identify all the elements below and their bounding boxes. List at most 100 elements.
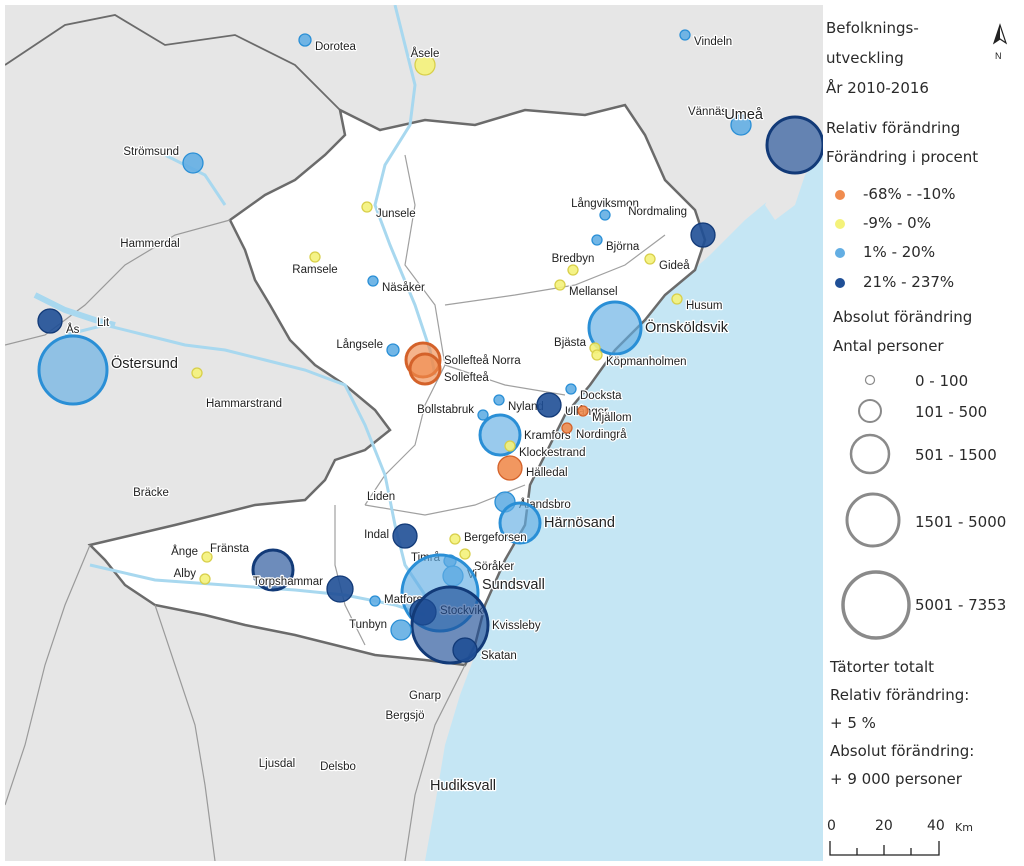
place-label-3: Strömsund <box>123 146 179 158</box>
place-label-8: Hammerdal <box>120 238 179 250</box>
place-label-0: Dorotea <box>315 41 357 53</box>
place-label-7: Långviksmon <box>571 198 639 210</box>
legend-class-label-2: -9% - 0% <box>863 214 931 232</box>
place-marker-6[interactable] <box>361 201 373 213</box>
county-border-north <box>4 14 341 111</box>
place-marker-53[interactable] <box>390 619 412 641</box>
place-label-48: Torpshammar <box>253 576 323 588</box>
map-legend: Befolknings- utveckling År 2010-2016 N R… <box>823 5 1019 861</box>
size-class-4-icon <box>845 492 901 548</box>
place-label-4: Vännäs <box>688 106 727 118</box>
place-marker-14[interactable] <box>567 264 579 276</box>
totals-relative-label: Relativ förändring: <box>830 686 970 704</box>
place-marker-7[interactable] <box>599 209 611 221</box>
size-class-2-label: 101 - 500 <box>915 403 988 421</box>
place-marker-3[interactable] <box>182 152 204 174</box>
place-label-56: Bergsjö <box>386 710 425 722</box>
size-class-1-label: 0 - 100 <box>915 372 969 390</box>
place-marker-50[interactable] <box>369 595 381 607</box>
legend-absolute-subtitle: Antal personer <box>833 337 944 355</box>
north-arrow-icon: N <box>992 23 1008 61</box>
place-marker-28[interactable] <box>493 394 505 406</box>
scale-tick-20: 20 <box>875 818 893 834</box>
place-marker-29[interactable] <box>536 392 562 418</box>
place-label-6: Junsele <box>376 208 416 220</box>
place-marker-26[interactable] <box>191 367 203 379</box>
place-label-19: Ås <box>66 323 80 336</box>
place-label-44: Fränsta <box>210 543 250 555</box>
place-marker-43[interactable] <box>201 551 213 563</box>
scale-tick-40: 40 <box>927 818 945 834</box>
legend-size-symbols <box>841 374 911 640</box>
municipal-border-3 <box>444 364 566 396</box>
place-marker-13[interactable] <box>367 275 379 287</box>
place-marker-15[interactable] <box>554 279 566 291</box>
place-label-49: Sundsvall <box>482 577 545 593</box>
lake-storsjon <box>33 292 116 328</box>
legend-relative-subtitle: Förändring i procent <box>826 148 979 166</box>
place-marker-54[interactable] <box>452 637 478 663</box>
county-border-coast-south <box>404 664 466 862</box>
place-marker-31[interactable] <box>577 405 589 417</box>
place-label-20: Långsele <box>336 339 383 351</box>
place-marker-2[interactable] <box>679 29 691 41</box>
place-marker-27[interactable] <box>565 383 577 395</box>
place-label-34: Klockestrand <box>519 447 585 459</box>
place-marker-0[interactable] <box>298 33 312 47</box>
place-label-17: Lit <box>97 317 110 329</box>
map-canvas[interactable]: Dorotea Åsele Vindeln Strömsund Vännäs Umeå Ju… <box>4 4 823 862</box>
place-marker-1[interactable] <box>414 54 436 76</box>
place-marker-24[interactable] <box>591 349 603 361</box>
place-marker-41[interactable] <box>449 533 461 545</box>
place-marker-25[interactable] <box>37 334 109 406</box>
place-marker-5[interactable] <box>765 115 823 175</box>
legend-class-dot-3 <box>835 248 845 258</box>
place-marker-34[interactable] <box>504 440 516 452</box>
place-label-21: Sollefteå Norra <box>444 355 521 367</box>
place-label-11: Gideå <box>659 260 690 272</box>
place-label-13: Näsåker <box>382 282 425 294</box>
totals-relative-value: + 5 % <box>830 714 876 732</box>
place-label-59: Hudiksvall <box>430 778 496 794</box>
size-class-5-icon <box>841 570 911 640</box>
place-marker-20[interactable] <box>386 343 400 357</box>
totals-absolute-value: + 9 000 personer <box>830 770 962 788</box>
place-label-2: Vindeln <box>694 36 732 48</box>
place-marker-19[interactable] <box>37 308 63 334</box>
county-border-west <box>4 219 231 346</box>
place-marker-4[interactable] <box>730 114 752 136</box>
place-marker-16[interactable] <box>671 293 683 305</box>
place-label-18: Örnsköldsvik <box>645 318 729 336</box>
legend-class-label-4: 21% - 237% <box>863 273 955 291</box>
legend-title-line2: utveckling <box>826 49 904 67</box>
place-marker-10[interactable] <box>690 222 716 248</box>
place-label-30: Bollstabruk <box>417 404 474 416</box>
place-label-43: Ånge <box>171 545 198 558</box>
place-label-40: Indal <box>364 529 389 541</box>
place-marker-48[interactable] <box>326 575 354 603</box>
legend-title-line1: Befolknings- <box>826 19 919 37</box>
county-border-south <box>154 604 216 862</box>
place-marker-35[interactable] <box>497 455 523 481</box>
place-marker-47[interactable] <box>199 573 211 585</box>
place-marker-9[interactable] <box>591 234 603 246</box>
legend-class-label-1: -68% - -10% <box>863 185 956 203</box>
place-marker-22[interactable] <box>408 352 442 386</box>
place-marker-18[interactable] <box>587 300 643 356</box>
place-marker-30[interactable] <box>477 409 489 421</box>
place-marker-12[interactable] <box>309 251 321 263</box>
place-label-41: Bergeforsen <box>464 532 527 544</box>
place-label-58: Delsbo <box>320 761 356 773</box>
legend-relative-title: Relativ förändring <box>826 119 961 137</box>
place-label-14: Bredbyn <box>552 253 595 265</box>
place-label-39: Härnösand <box>544 515 615 531</box>
place-marker-40[interactable] <box>392 523 418 549</box>
place-marker-33[interactable] <box>561 422 573 434</box>
place-label-32: Kramfors <box>524 430 571 442</box>
place-marker-11[interactable] <box>644 253 656 265</box>
place-marker-39[interactable] <box>498 501 542 545</box>
place-marker-44[interactable] <box>251 548 295 592</box>
place-marker-42[interactable] <box>459 548 471 560</box>
legend-class-dot-1 <box>835 190 845 200</box>
north-label: N <box>995 51 1002 61</box>
